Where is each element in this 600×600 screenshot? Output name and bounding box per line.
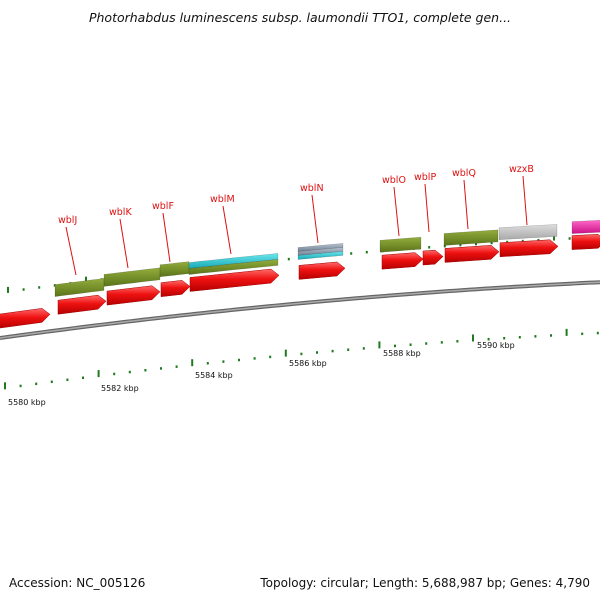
gene-label-leader [393,186,400,237]
gene-label-leader [463,179,469,230]
gene-label-leader [424,183,430,233]
gene-label-leader [162,212,171,263]
gene-label-leader [119,218,129,269]
cds-arrow [0,308,51,329]
cds-arrow [57,294,107,315]
gene-label: wblM [210,194,235,205]
topology-summary: Topology: circular; Length: 5,688,987 bp… [260,576,590,590]
accession-text: Accession: NC_005126 [9,576,146,590]
gene-label: wblQ [452,168,476,179]
gene-label: wblF [152,201,174,212]
scale-label: 5590 kbp [477,341,515,350]
gene-bar [571,219,600,234]
cds-arrow [422,249,444,266]
scale-label: 5582 kbp [101,384,139,393]
gene-label: wzxB [509,164,534,175]
gene-bar [443,229,499,246]
map-title: Photorhabdus luminescens subsp. laumondi… [88,10,512,25]
cds-arrow [381,252,424,270]
feature-track [54,219,600,297]
gene-bar [159,261,190,278]
scale-label-layer: 5580 kbp 5582 kbp 5584 kbp 5586 kbp 5588 kbp… [8,341,515,407]
inner-tick-row [4,328,599,390]
gene-bar [379,236,422,253]
gene-label-leader [222,205,232,255]
scale-label: 5588 kbp [383,349,421,358]
gene-label-leader [522,175,528,226]
scale-label: 5586 kbp [289,359,327,368]
gene-label-layer: wblJ wblK wblF wblM wblN wblO wblP wblQ wzxB [58,164,534,276]
gene-label-leader [311,194,319,244]
cds-arrow [571,234,600,250]
gene-label: wblK [109,207,132,218]
cds-arrow [298,261,346,280]
gene-bar [297,251,344,260]
gene-label: wblJ [58,215,77,226]
gene-label: wblN [300,183,324,194]
cds-arrow [189,268,280,292]
cds-arrow [106,285,161,306]
genome-backbone [0,280,600,340]
cds-arrow [444,245,500,263]
cds-arrow [160,280,191,297]
cds-arrow [499,239,559,257]
gene-bar [54,278,105,297]
scale-label: 5584 kbp [195,371,233,380]
gene-label: wblP [414,172,436,183]
gene-label-leader [65,226,77,276]
gene-bar [498,224,558,241]
cds-track [0,234,600,329]
gene-bar [103,267,161,287]
scale-label: 5580 kbp [8,398,46,407]
backbone-highlight [0,281,600,339]
gene-label: wblO [382,175,406,186]
gene-bar [188,259,279,275]
